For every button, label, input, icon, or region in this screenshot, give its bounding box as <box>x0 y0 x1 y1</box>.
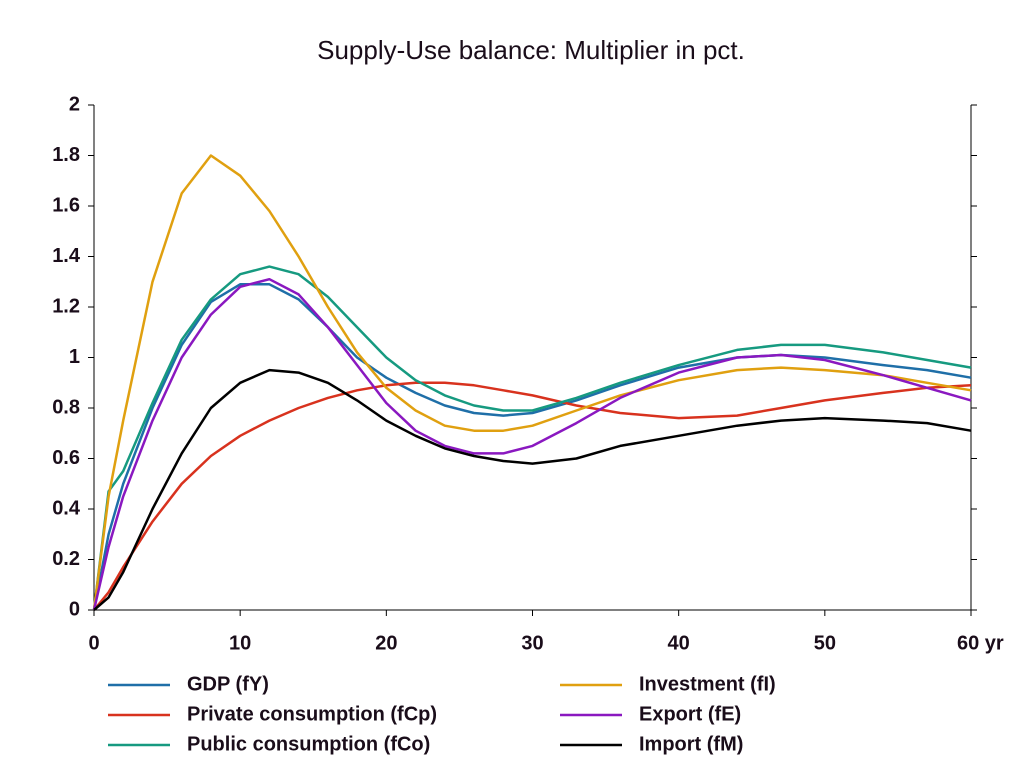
y-tick-label: 1.8 <box>52 144 80 166</box>
x-tick-label: 10 <box>229 632 251 654</box>
y-tick-label: 1.6 <box>52 194 80 216</box>
y-tick-label: 0.6 <box>52 447 80 469</box>
x-tick-label: 40 <box>668 632 690 654</box>
legend-label: Investment (fI) <box>639 673 776 695</box>
series-line <box>92 277 972 611</box>
series-line <box>93 381 972 611</box>
x-tick-label: 60 yr <box>957 632 1004 654</box>
y-tick-label: 1.2 <box>52 295 80 317</box>
series-line <box>92 265 972 611</box>
legend-label: GDP (fY) <box>187 673 269 695</box>
y-tick-label: 0.8 <box>52 396 80 418</box>
legend-label: Public consumption (fCo) <box>187 733 430 755</box>
legend-label: Private consumption (fCp) <box>187 703 437 725</box>
legend-label: Import (fM) <box>639 733 743 755</box>
y-tick-label: 1.4 <box>52 245 81 267</box>
chart-title: Supply-Use balance: Multiplier in pct. <box>317 35 745 65</box>
series-line <box>93 368 972 611</box>
x-tick-label: 30 <box>521 632 543 654</box>
x-tick-label: 50 <box>814 632 836 654</box>
y-tick-label: 0.2 <box>52 548 80 570</box>
x-tick-label: 0 <box>88 632 99 654</box>
y-tick-label: 1 <box>69 346 80 368</box>
y-tick-label: 0 <box>69 598 80 620</box>
x-tick-label: 20 <box>375 632 397 654</box>
y-tick-label: 2 <box>69 93 80 115</box>
legend-label: Export (fE) <box>639 703 741 725</box>
y-tick-label: 0.4 <box>52 497 81 519</box>
series-line <box>92 154 972 611</box>
